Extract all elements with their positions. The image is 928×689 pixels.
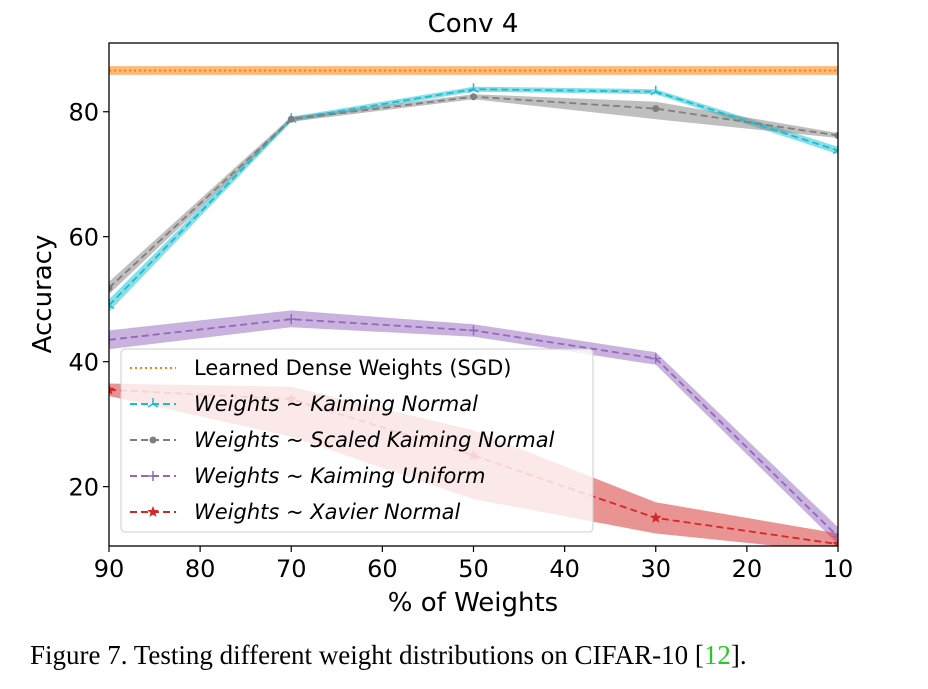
data-point-2-0	[109, 334, 114, 345]
y-tick-label: 80	[68, 99, 99, 127]
data-point-0-3	[650, 85, 662, 96]
data-point-1-3	[652, 105, 660, 113]
x-tick-label: 60	[367, 555, 398, 583]
reference-band	[109, 66, 838, 75]
data-point-0-2	[468, 83, 479, 93]
data-point-2-3	[650, 353, 661, 364]
x-tick-label: 50	[458, 555, 489, 583]
data-point-1-2	[470, 93, 477, 101]
y-axis-title: Accuracy	[28, 235, 58, 354]
data-point-1-4	[834, 131, 838, 139]
legend-marker-2	[149, 436, 157, 444]
legend-box	[120, 348, 594, 533]
legend: Learned Dense Weights (SGD) Weights ~ Kai…	[120, 348, 594, 533]
citation-link[interactable]: 12	[703, 640, 731, 670]
x-tick-label: 10	[823, 555, 854, 583]
x-tick-label: 20	[732, 555, 763, 583]
data-point-3-4	[832, 538, 838, 546]
legend-label: Weights ~ Kaiming Uniform	[194, 464, 485, 488]
data-point-0-0	[109, 299, 115, 310]
y-tick-label: 20	[68, 474, 99, 502]
x-tick-label: 80	[185, 555, 216, 583]
x-tick-label: 40	[549, 555, 580, 583]
data-point-2-2	[468, 325, 479, 336]
y-tick-label: 60	[68, 224, 99, 252]
legend-marker-3	[148, 471, 158, 481]
x-tick-label: 90	[94, 555, 125, 583]
series-band-2	[109, 310, 838, 545]
data-point-0-4	[832, 144, 838, 155]
legend-label: Learned Dense Weights (SGD)	[194, 356, 512, 380]
legend-label: Weights ~ Xavier Normal	[194, 500, 461, 524]
data-point-1-1	[287, 115, 295, 123]
x-axis-title: % of Weights	[388, 588, 558, 618]
caption-text: Figure 7. Testing different weight distr…	[30, 640, 704, 670]
x-tick-label: 70	[276, 555, 307, 583]
figure-caption: Figure 7. Testing different weight distr…	[30, 640, 910, 671]
legend-marker-4	[147, 506, 159, 517]
chart-title: Conv 4	[428, 9, 519, 39]
chart: Conv 4 90 80 70 60 50 40 30 20 10 20 40 60 80 % of W…	[28, 9, 854, 618]
legend-label: Weights ~ Scaled Kaiming Normal	[194, 428, 555, 452]
y-tick-label: 40	[68, 349, 99, 377]
data-point-2-1	[286, 314, 297, 325]
legend-label: Weights ~ Kaiming Normal	[194, 392, 478, 416]
data-point-3-0	[109, 383, 115, 395]
data-point-3-3	[650, 511, 662, 523]
legend-marker-1	[147, 398, 159, 408]
data-point-1-0	[109, 284, 113, 292]
data-point-2-4	[833, 531, 838, 542]
x-tick-label: 30	[640, 555, 671, 583]
caption-suffix: ].	[730, 640, 747, 670]
